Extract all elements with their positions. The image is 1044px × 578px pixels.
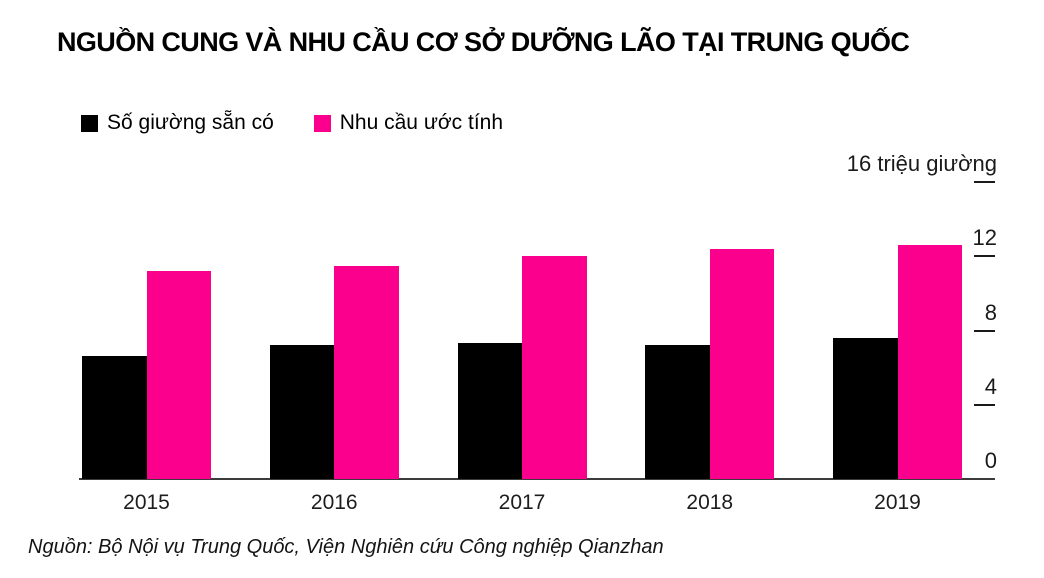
- bar-supply-2017: [457, 343, 522, 479]
- x-tick-label-2018: 2018: [686, 491, 734, 514]
- y-tick-label-12: 12: [972, 225, 997, 251]
- legend-swatch-supply-icon: [81, 114, 98, 132]
- legend-swatch-demand-icon: [313, 114, 331, 132]
- chart-title: NGUỒN CUNG VÀ NHU CẦU CƠ SỞ DƯỠNG LÃO TẠ…: [57, 27, 910, 57]
- y-tick-dash-16: [974, 181, 995, 183]
- bar-demand-2016: [334, 265, 399, 479]
- y-tick-dash-4: [974, 403, 995, 406]
- bar-supply-2015: [82, 356, 147, 479]
- legend: Số giường sẵn có Nhu cầu ước tính: [81, 111, 503, 135]
- x-axis-baseline: [79, 478, 995, 480]
- x-tick-label-2019: 2019: [874, 491, 921, 514]
- legend-item-demand: Nhu cầu ước tính: [313, 111, 504, 135]
- legend-item-supply: Số giường sẵn có: [81, 111, 274, 135]
- y-tick-dash-8: [974, 329, 995, 332]
- bar-supply-2018: [645, 345, 710, 479]
- x-tick-label-2017: 2017: [498, 491, 546, 514]
- bar-demand-2019: [897, 245, 962, 479]
- x-tick-label-2015: 2015: [123, 491, 170, 514]
- y-tick-label-8: 8: [984, 299, 997, 325]
- y-tick-label-4: 4: [984, 373, 997, 399]
- legend-label-demand: Nhu cầu ước tính: [339, 111, 504, 134]
- bar-supply-2016: [269, 345, 335, 479]
- y-tick-label-0: 0: [984, 448, 997, 473]
- bar-supply-2019: [833, 337, 898, 479]
- bar-demand-2017: [522, 256, 587, 479]
- source-attribution: Nguồn: Bộ Nội vụ Trung Quốc, Viện Nghiên…: [28, 536, 664, 558]
- legend-label-supply: Số giường sẵn có: [107, 111, 274, 134]
- y-tick-dash-12: [974, 255, 995, 258]
- y-axis-unit-label: 16 triệu giường: [846, 151, 997, 176]
- x-tick-label-2016: 2016: [310, 491, 358, 514]
- bar-demand-2018: [709, 248, 775, 479]
- bar-demand-2015: [146, 271, 211, 479]
